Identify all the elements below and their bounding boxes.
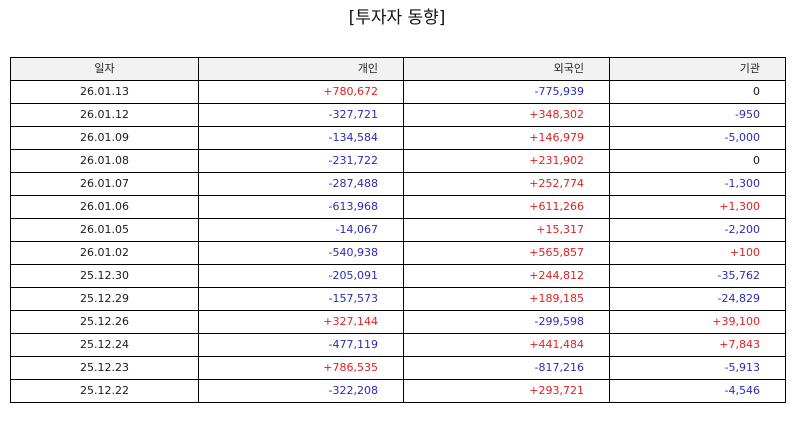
cell-institution: 0	[609, 149, 786, 173]
cell-date: 26.01.05	[10, 218, 199, 242]
cell-foreign: -775,939	[403, 80, 610, 104]
cell-institution: +100	[609, 241, 786, 265]
table-row: 26.01.09 -134,584 +146,979 -5,000	[10, 126, 786, 150]
cell-foreign: +15,317	[403, 218, 610, 242]
cell-date: 26.01.06	[10, 195, 199, 219]
cell-individual: -613,968	[198, 195, 404, 219]
cell-date: 26.01.09	[10, 126, 199, 150]
table-row: 25.12.24 -477,119 +441,484 +7,843	[10, 333, 786, 357]
table-row: 25.12.22 -322,208 +293,721 -4,546	[10, 379, 786, 403]
cell-foreign: +189,185	[403, 287, 610, 311]
cell-date: 25.12.29	[10, 287, 199, 311]
investor-trend-table: 일자 개인 외국인 기관 26.01.13 +780,672 -775,939 0 26…	[10, 57, 786, 403]
table-row: 26.01.12 -327,721 +348,302 -950	[10, 103, 786, 127]
cell-date: 25.12.24	[10, 333, 199, 357]
cell-date: 26.01.13	[10, 80, 199, 104]
cell-foreign: +244,812	[403, 264, 610, 288]
table-row: 26.01.08 -231,722 +231,902 0	[10, 149, 786, 173]
table-row: 26.01.07 -287,488 +252,774 -1,300	[10, 172, 786, 196]
cell-individual: +780,672	[198, 80, 404, 104]
cell-individual: -231,722	[198, 149, 404, 173]
cell-institution: +39,100	[609, 310, 786, 334]
cell-institution: -24,829	[609, 287, 786, 311]
cell-date: 25.12.23	[10, 356, 199, 380]
cell-individual: +786,535	[198, 356, 404, 380]
cell-institution: 0	[609, 80, 786, 104]
column-header-individual: 개인	[198, 57, 404, 81]
cell-foreign: +611,266	[403, 195, 610, 219]
cell-institution: -5,000	[609, 126, 786, 150]
cell-institution: +1,300	[609, 195, 786, 219]
cell-date: 26.01.02	[10, 241, 199, 265]
cell-foreign: +146,979	[403, 126, 610, 150]
cell-foreign: +348,302	[403, 103, 610, 127]
cell-individual: -540,938	[198, 241, 404, 265]
table-row: 26.01.02 -540,938 +565,857 +100	[10, 241, 786, 265]
cell-individual: -205,091	[198, 264, 404, 288]
cell-institution: -5,913	[609, 356, 786, 380]
cell-date: 26.01.08	[10, 149, 199, 173]
cell-institution: -950	[609, 103, 786, 127]
cell-date: 25.12.30	[10, 264, 199, 288]
table-row: 25.12.30 -205,091 +244,812 -35,762	[10, 264, 786, 288]
cell-date: 26.01.12	[10, 103, 199, 127]
cell-foreign: +231,902	[403, 149, 610, 173]
cell-individual: +327,144	[198, 310, 404, 334]
cell-individual: -14,067	[198, 218, 404, 242]
cell-institution: -35,762	[609, 264, 786, 288]
table-row: 25.12.29 -157,573 +189,185 -24,829	[10, 287, 786, 311]
cell-date: 25.12.22	[10, 379, 199, 403]
cell-institution: +7,843	[609, 333, 786, 357]
table-row: 26.01.06 -613,968 +611,266 +1,300	[10, 195, 786, 219]
table-row: 25.12.23 +786,535 -817,216 -5,913	[10, 356, 786, 380]
cell-individual: -157,573	[198, 287, 404, 311]
cell-individual: -322,208	[198, 379, 404, 403]
cell-individual: -327,721	[198, 103, 404, 127]
cell-foreign: -817,216	[403, 356, 610, 380]
column-header-institution: 기관	[609, 57, 786, 81]
column-header-foreign: 외국인	[403, 57, 610, 81]
cell-foreign: +293,721	[403, 379, 610, 403]
cell-individual: -477,119	[198, 333, 404, 357]
cell-individual: -287,488	[198, 172, 404, 196]
cell-institution: -2,200	[609, 218, 786, 242]
cell-foreign: +441,484	[403, 333, 610, 357]
cell-foreign: +565,857	[403, 241, 610, 265]
page-title: [투자자 동향]	[348, 8, 446, 28]
cell-foreign: -299,598	[403, 310, 610, 334]
table-header-row: 일자 개인 외국인 기관	[10, 57, 786, 81]
table-row: 26.01.13 +780,672 -775,939 0	[10, 80, 786, 104]
cell-foreign: +252,774	[403, 172, 610, 196]
table-row: 25.12.26 +327,144 -299,598 +39,100	[10, 310, 786, 334]
cell-institution: -1,300	[609, 172, 786, 196]
cell-institution: -4,546	[609, 379, 786, 403]
table-row: 26.01.05 -14,067 +15,317 -2,200	[10, 218, 786, 242]
cell-date: 26.01.07	[10, 172, 199, 196]
cell-individual: -134,584	[198, 126, 404, 150]
column-header-date: 일자	[10, 57, 199, 81]
cell-date: 25.12.26	[10, 310, 199, 334]
